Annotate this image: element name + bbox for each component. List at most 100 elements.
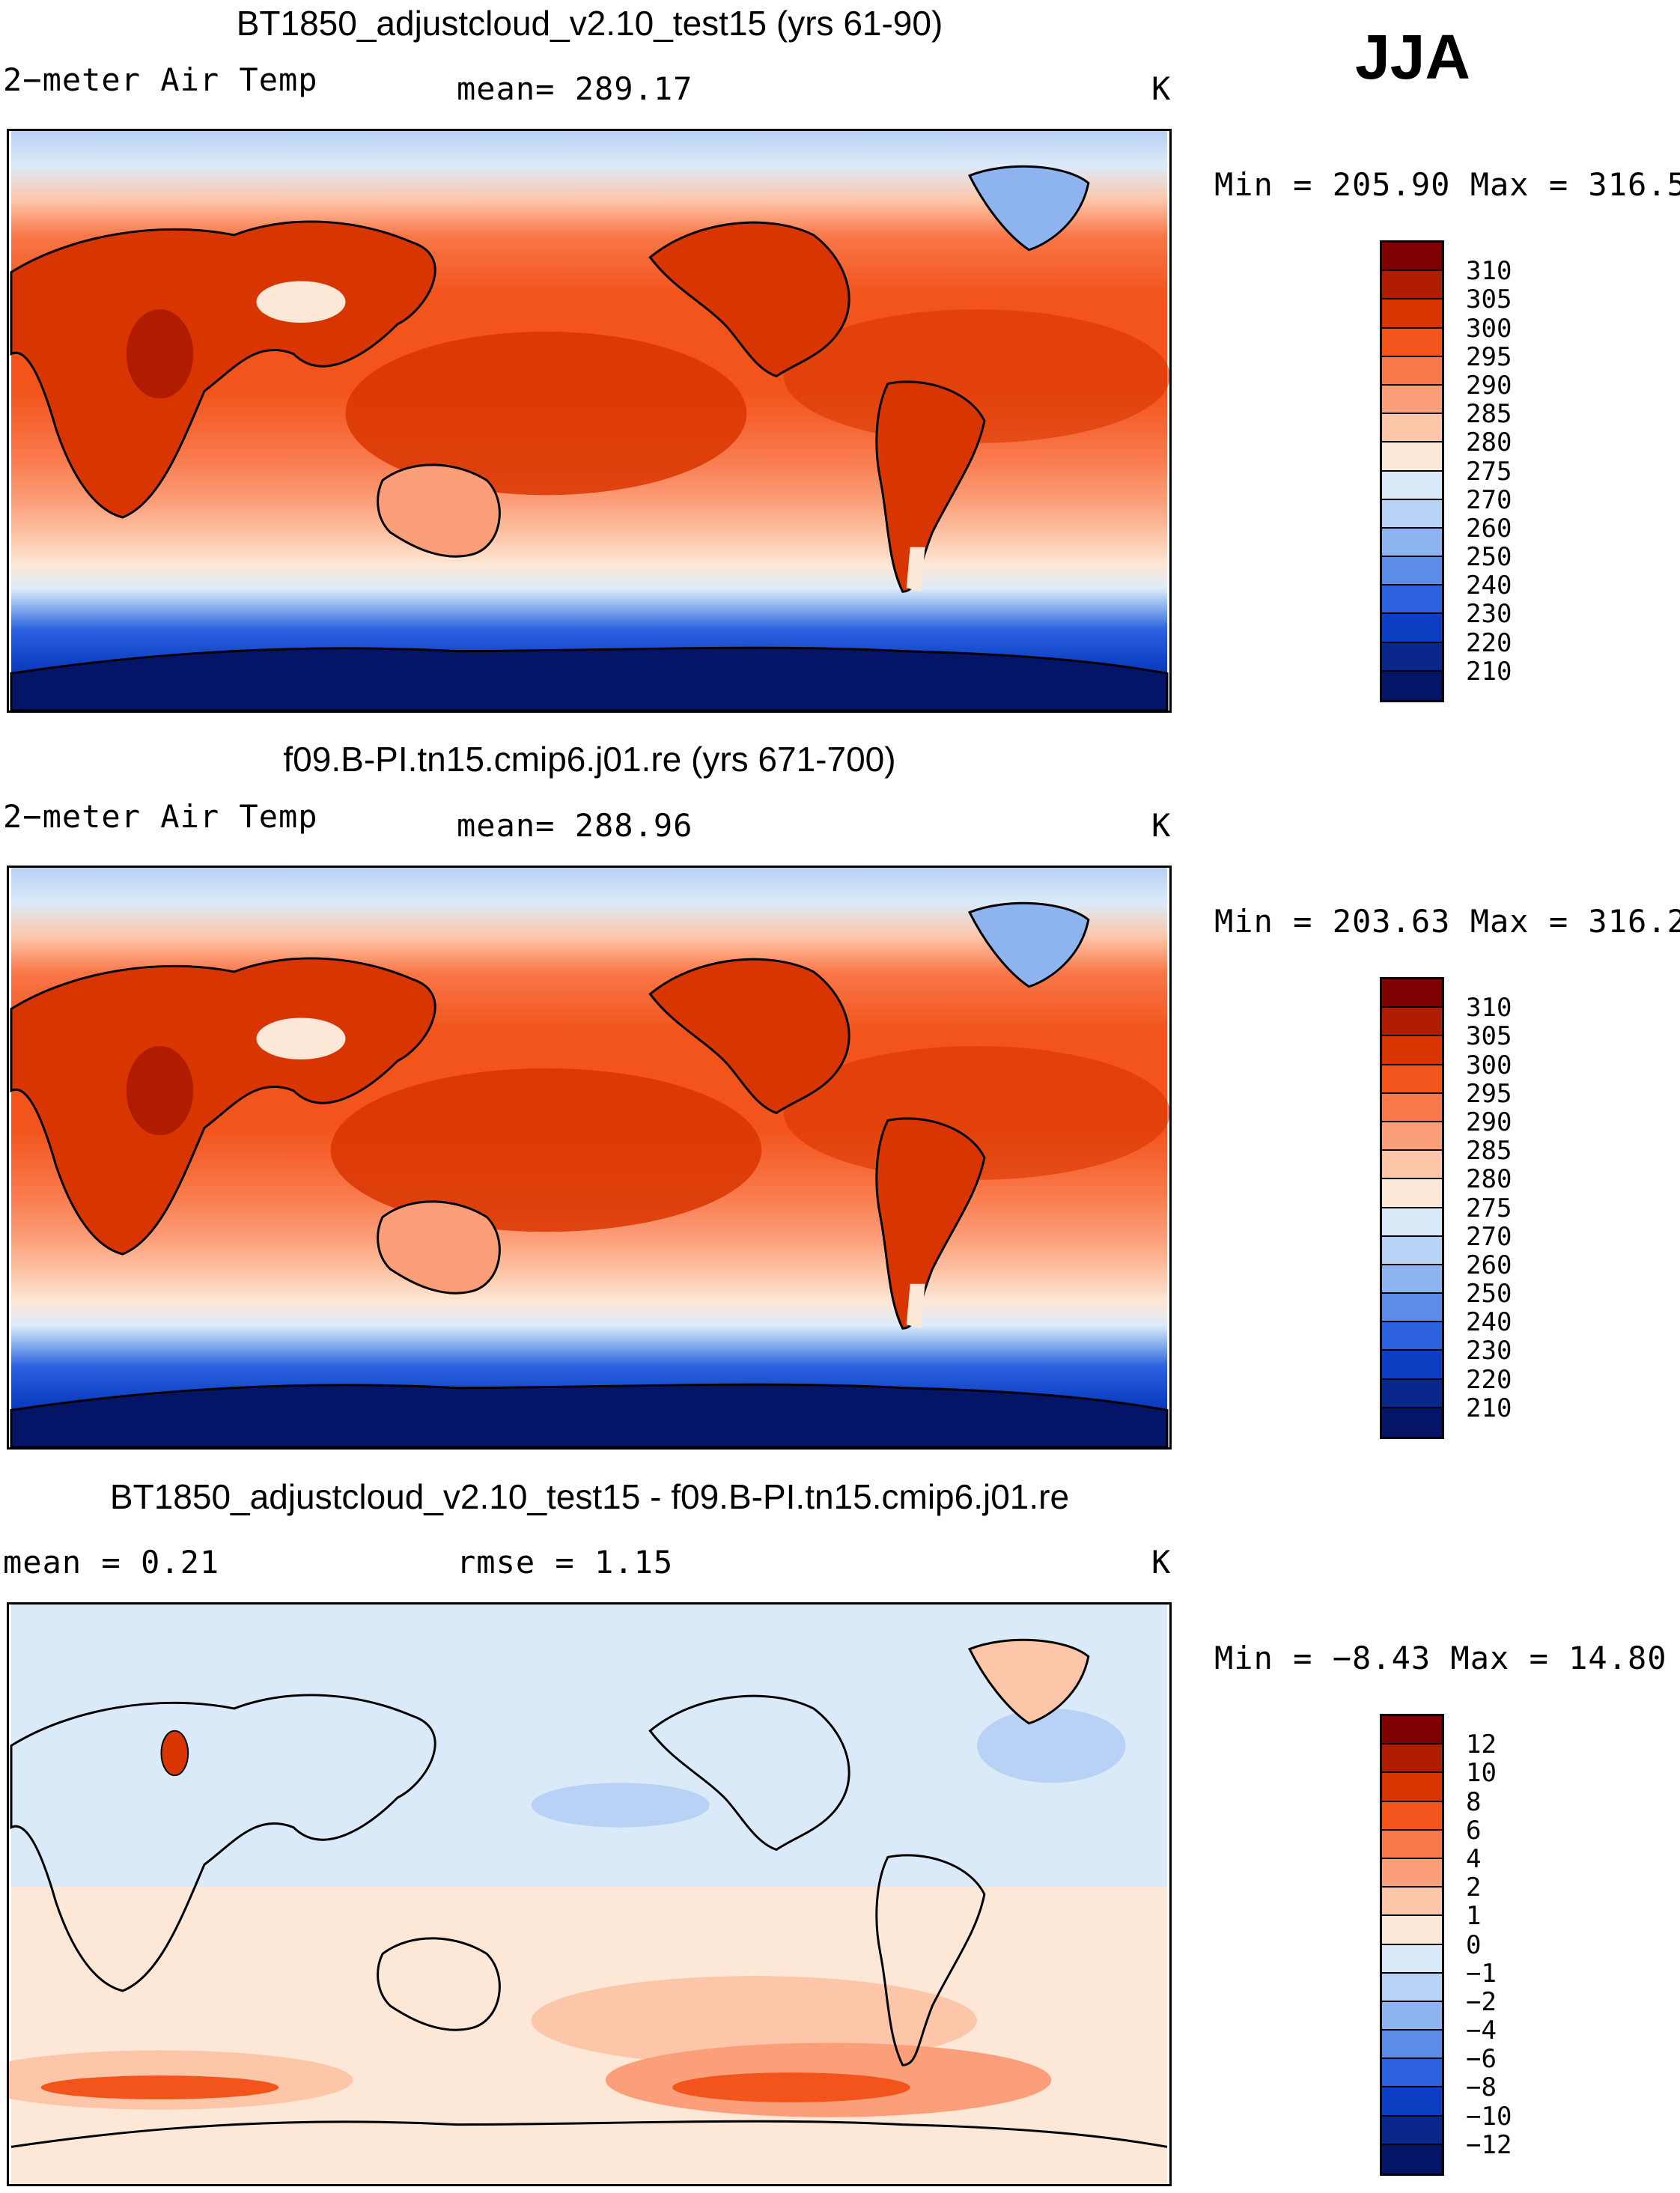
colorbar-segment <box>1382 1973 1442 2002</box>
colorbar-segment <box>1382 471 1442 500</box>
colorbar-tick-label: 295 <box>1466 1078 1512 1109</box>
colorbar-segment <box>1382 1716 1442 1745</box>
colorbar-tick-label: −1 <box>1466 1958 1497 1989</box>
colorbar-segment <box>1382 2116 1442 2145</box>
colorbar-tick-label: −6 <box>1466 2044 1497 2075</box>
colorbar-segment <box>1382 614 1442 643</box>
colorbar-tick-label: 295 <box>1466 341 1512 372</box>
colorbar-segment <box>1382 2144 1442 2174</box>
panel3-mean-label: mean = 0.21 <box>3 1544 220 1581</box>
panel3-rmse-label: rmse = 1.15 <box>457 1544 674 1581</box>
panel2-mean-label: mean= 288.96 <box>457 807 693 844</box>
colorbar-segment <box>1382 1773 1442 1802</box>
colorbar-tick-label: 270 <box>1466 484 1512 515</box>
colorbar-segment <box>1382 1858 1442 1888</box>
colorbar-segment <box>1382 1379 1442 1408</box>
colorbar-segment <box>1382 1036 1442 1065</box>
colorbar-tick-label: 285 <box>1466 399 1512 430</box>
colorbar-tick-label: −4 <box>1466 2016 1497 2046</box>
colorbar-segment <box>1382 442 1442 472</box>
panel1-minmax: Min = 205.90 Max = 316.55 <box>1214 166 1680 203</box>
colorbar-segment <box>1382 2087 1442 2117</box>
panel1-variable-label: 2−meter Air Temp <box>3 61 318 98</box>
season-label: JJA <box>1355 22 1471 92</box>
colorbar-tick-label: 210 <box>1466 656 1512 687</box>
colorbar-tick-label: 310 <box>1466 993 1512 1023</box>
colorbar-segment <box>1382 299 1442 329</box>
colorbar-tick-label: 290 <box>1466 370 1512 401</box>
panel2-minmax: Min = 203.63 Max = 316.25 <box>1214 903 1680 940</box>
colorbar-tick-label: 230 <box>1466 599 1512 630</box>
panel3-map-svg <box>9 1605 1168 2184</box>
colorbar-segment <box>1382 642 1442 672</box>
colorbar-tick-label: 275 <box>1466 456 1512 487</box>
panel2-map-svg <box>10 868 1169 1447</box>
colorbar-tick-label: 0 <box>1466 1929 1482 1960</box>
colorbar-segment <box>1382 414 1442 443</box>
colorbar-segment <box>1382 528 1442 558</box>
panel1-map <box>7 129 1172 713</box>
colorbar-tick-label: 6 <box>1466 1815 1482 1846</box>
panel1-mean-label: mean= 289.17 <box>457 70 693 107</box>
colorbar-segment <box>1382 1408 1442 1437</box>
colorbar-segment <box>1382 557 1442 586</box>
colorbar-segment <box>1382 2059 1442 2088</box>
colorbar-tick-label: 280 <box>1466 1164 1512 1195</box>
colorbar-segment <box>1382 671 1442 700</box>
colorbar-tick-label: 10 <box>1466 1758 1497 1789</box>
colorbar-tick-label: 300 <box>1466 313 1512 344</box>
panel2-variable-label: 2−meter Air Temp <box>3 798 318 835</box>
panel2-title: f09.B-PI.tn15.cmip6.j01.re (yrs 671-700) <box>283 740 896 779</box>
colorbar-tick-label: 240 <box>1466 571 1512 601</box>
colorbar-tick-label: 4 <box>1466 1843 1482 1874</box>
colorbar-tick-label: 305 <box>1466 1021 1512 1052</box>
colorbar-segment <box>1382 2001 1442 2031</box>
colorbar-segment <box>1382 385 1442 415</box>
colorbar-tick-label: 12 <box>1466 1730 1497 1760</box>
colorbar-tick-label: 240 <box>1466 1307 1512 1338</box>
colorbar-tick-label: 260 <box>1466 1250 1512 1280</box>
colorbar-tick-label: −2 <box>1466 1986 1497 2017</box>
colorbar-tick-label: 250 <box>1466 1279 1512 1310</box>
colorbar-tick-label: 220 <box>1466 1364 1512 1395</box>
colorbar-segment <box>1382 1745 1442 1774</box>
colorbar-tick-label: 1 <box>1466 1901 1482 1932</box>
colorbar-tick-label: 260 <box>1466 513 1512 544</box>
panel2-colorbar <box>1380 977 1444 1439</box>
colorbar-tick-label: 300 <box>1466 1050 1512 1080</box>
colorbar-segment <box>1382 1322 1442 1351</box>
panel3-title: BT1850_adjustcloud_v2.10_test15 - f09.B-… <box>109 1477 1070 1516</box>
colorbar-segment <box>1382 243 1442 272</box>
colorbar-tick-label: 220 <box>1466 627 1512 658</box>
colorbar-segment <box>1382 2031 1442 2060</box>
colorbar-tick-label: 250 <box>1466 542 1512 573</box>
colorbar-segment <box>1382 1179 1442 1208</box>
colorbar-tick-label: 275 <box>1466 1193 1512 1223</box>
panel1-title: BT1850_adjustcloud_v2.10_test15 (yrs 61-… <box>236 4 943 43</box>
colorbar-segment <box>1382 979 1442 1009</box>
colorbar-tick-label: 230 <box>1466 1336 1512 1366</box>
colorbar-segment <box>1382 1888 1442 1917</box>
colorbar-segment <box>1382 356 1442 386</box>
panel3-map <box>7 1602 1172 2186</box>
colorbar-segment <box>1382 1236 1442 1265</box>
colorbar-tick-label: 310 <box>1466 256 1512 287</box>
colorbar-tick-label: 8 <box>1466 1786 1482 1817</box>
colorbar-segment <box>1382 1093 1442 1122</box>
panel1-map-svg <box>10 131 1169 711</box>
panel1-units: K <box>1151 70 1172 107</box>
colorbar-tick-label: 280 <box>1466 428 1512 458</box>
panel2-units: K <box>1151 807 1172 844</box>
panel3-minmax: Min = −8.43 Max = 14.80 <box>1214 1640 1667 1676</box>
colorbar-segment <box>1382 1916 1442 1945</box>
panel3-colorbar <box>1380 1714 1444 2176</box>
colorbar-segment <box>1382 1065 1442 1094</box>
colorbar-segment <box>1382 1801 1442 1831</box>
colorbar-segment <box>1382 1351 1442 1380</box>
colorbar-segment <box>1382 1830 1442 1859</box>
colorbar-tick-label: 285 <box>1466 1136 1512 1167</box>
colorbar-segment <box>1382 1944 1442 1974</box>
panel1-colorbar <box>1380 240 1444 702</box>
colorbar-segment <box>1382 1008 1442 1037</box>
colorbar-segment <box>1382 271 1442 300</box>
